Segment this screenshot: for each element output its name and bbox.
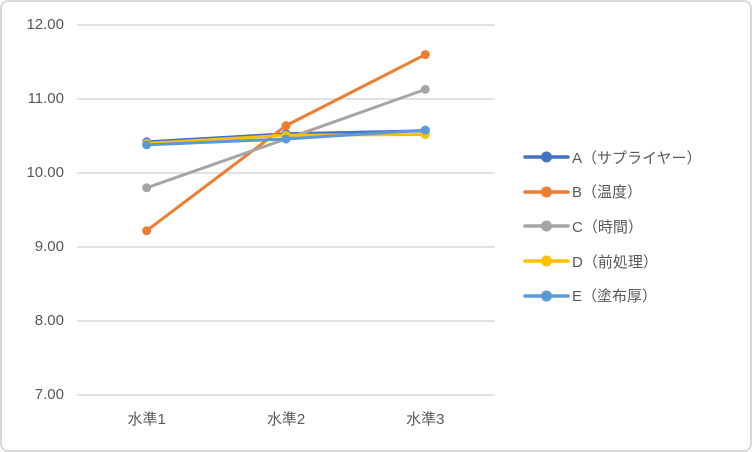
y-tick-label: 10.00: [26, 164, 64, 181]
data-point-marker: [142, 140, 152, 150]
legend-swatch: [523, 220, 570, 232]
legend-item: C（時間）: [523, 209, 702, 244]
legend-item: B（温度）: [523, 175, 702, 210]
legend-label: C（時間）: [572, 218, 643, 236]
legend-swatch: [523, 151, 570, 163]
data-point-marker: [420, 125, 430, 135]
data-point-marker: [281, 134, 291, 144]
data-point-marker: [281, 121, 291, 131]
legend-label: A（サプライヤー）: [572, 149, 702, 167]
legend-swatch: [523, 290, 570, 302]
legend-marker: [541, 255, 552, 267]
legend-marker: [541, 290, 552, 302]
legend-item: A（サプライヤー）: [523, 140, 702, 175]
y-tick-label: 12.00: [26, 16, 64, 33]
x-category-label: 水準3: [406, 411, 445, 428]
x-category-label: 水準2: [266, 411, 306, 428]
y-tick-label: 9.00: [34, 238, 64, 255]
legend-marker: [541, 151, 552, 163]
legend-item: E（塗布厚）: [523, 278, 702, 313]
legend-swatch: [523, 186, 570, 198]
data-point-marker: [142, 226, 152, 236]
legend-marker: [541, 220, 552, 232]
legend-marker: [541, 186, 552, 198]
y-tick-label: 11.00: [27, 90, 64, 107]
legend-label: D（前処理）: [572, 253, 658, 271]
data-point-marker: [420, 50, 430, 60]
data-point-marker: [142, 183, 152, 193]
y-tick-label: 8.00: [34, 312, 64, 329]
y-tick-label: 7.00: [34, 386, 64, 403]
x-category-label: 水準1: [127, 411, 166, 428]
data-point-marker: [420, 84, 430, 94]
legend-item: D（前処理）: [523, 244, 702, 279]
legend-label: E（塗布厚）: [572, 288, 658, 306]
legend-label: B（温度）: [572, 184, 643, 202]
legend: A（サプライヤー） B（温度） C（時間） D（前処理） E（塗布厚）: [523, 140, 702, 313]
legend-swatch: [523, 255, 570, 267]
